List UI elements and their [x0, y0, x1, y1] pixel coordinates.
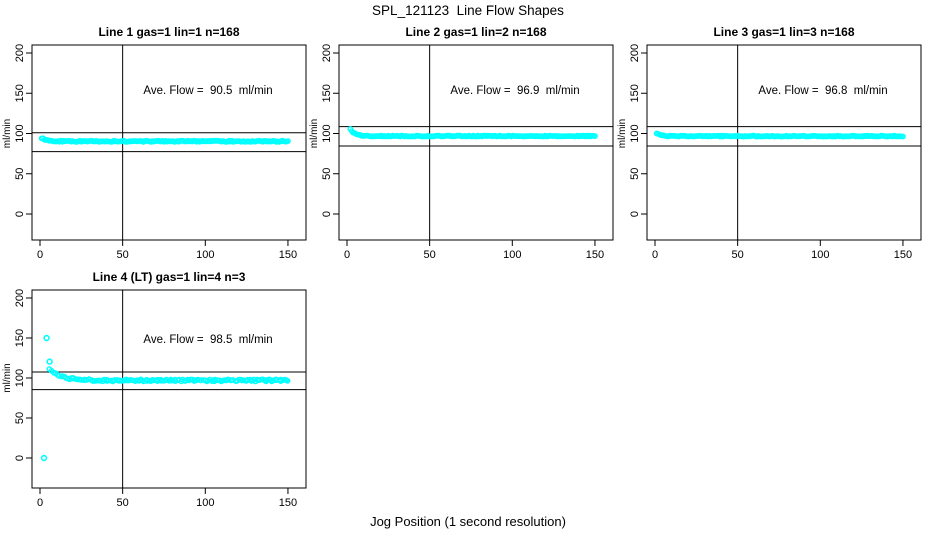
x-tick-label: 0 [37, 249, 43, 261]
y-tick-label: 200 [14, 44, 26, 62]
subplot4-ave-flow-annotation: Ave. Flow = 98.5 ml/min [143, 334, 273, 346]
subplot4-points [40, 334, 291, 462]
subplot4-axes: 0 50 100 150 200 0 50 100 150 ml/min [2, 289, 307, 509]
x-tick-label: 100 [196, 249, 214, 261]
y-tick-label: 0 [321, 211, 333, 217]
subplot1-title: Line 1 gas=1 lin=1 n=168 [98, 25, 240, 39]
x-tick-label: 50 [117, 497, 129, 509]
plot-box [31, 289, 307, 489]
subplot1-axes: 0 50 100 150 200 0 50 100 150 ml/min [2, 44, 307, 261]
x-tick-label: 150 [279, 249, 297, 261]
subplot3-points [653, 130, 906, 140]
subplot3-title: Line 3 gas=1 lin=3 n=168 [713, 25, 855, 39]
y-axis-unit-label: ml/min [2, 363, 13, 392]
x-tick-label: 100 [196, 497, 214, 509]
y-tick-label: 100 [14, 124, 26, 142]
y-axis-unit-label: ml/min [2, 119, 13, 148]
y-tick-label: 0 [629, 211, 641, 217]
subplot4-title: Line 4 (LT) gas=1 lin=4 n=3 [92, 270, 246, 284]
y-tick-label: 0 [14, 211, 26, 217]
y-tick-label: 100 [321, 124, 333, 142]
x-axis-label: Jog Position (1 second resolution) [370, 514, 566, 529]
outlier-point [46, 358, 53, 365]
subplot3-axes: 0 50 100 150 200 0 50 100 150 ml/min [617, 44, 922, 261]
y-tick-label: 50 [14, 168, 26, 180]
subplot3-ave-flow-annotation: Ave. Flow = 96.8 ml/min [758, 85, 888, 97]
outlier-point [43, 334, 50, 342]
x-tick-label: 0 [652, 249, 658, 261]
subplot1-ave-flow-annotation: Ave. Flow = 90.5 ml/min [143, 85, 273, 97]
y-tick-label: 150 [629, 84, 641, 102]
y-tick-label: 200 [629, 44, 641, 62]
plot-box [338, 44, 614, 241]
x-tick-label: 150 [894, 249, 912, 261]
y-tick-label: 150 [321, 84, 333, 102]
x-tick-label: 50 [424, 249, 436, 261]
x-tick-label: 50 [117, 249, 129, 261]
y-tick-label: 150 [14, 329, 26, 347]
y-tick-label: 50 [321, 168, 333, 180]
outlier-point [40, 454, 48, 462]
x-tick-label: 150 [586, 249, 604, 261]
subplot2-title: Line 2 gas=1 lin=2 n=168 [405, 25, 547, 39]
subplot2-points [347, 126, 598, 140]
y-axis-unit-label: ml/min [617, 119, 628, 148]
figure-title: SPL_121123 Line Flow Shapes [372, 3, 564, 18]
y-tick-label: 50 [14, 412, 26, 424]
x-tick-label: 50 [732, 249, 744, 261]
y-tick-label: 50 [629, 168, 641, 180]
x-tick-label: 100 [503, 249, 521, 261]
subplot1-points [38, 135, 291, 145]
y-tick-label: 200 [321, 44, 333, 62]
y-tick-label: 100 [629, 124, 641, 142]
x-tick-label: 150 [279, 497, 297, 509]
plot-box [646, 44, 922, 241]
plot-box [31, 44, 307, 241]
subplot2-ave-flow-annotation: Ave. Flow = 96.9 ml/min [450, 85, 580, 97]
x-tick-label: 100 [811, 249, 829, 261]
subplot2-axes: 0 50 100 150 200 0 50 100 150 ml/min [309, 44, 614, 261]
y-tick-label: 150 [14, 84, 26, 102]
y-tick-label: 0 [14, 455, 26, 461]
x-tick-label: 0 [344, 249, 350, 261]
x-tick-label: 0 [37, 497, 43, 509]
y-axis-unit-label: ml/min [309, 119, 320, 148]
y-tick-label: 200 [14, 289, 26, 307]
y-tick-label: 100 [14, 369, 26, 387]
